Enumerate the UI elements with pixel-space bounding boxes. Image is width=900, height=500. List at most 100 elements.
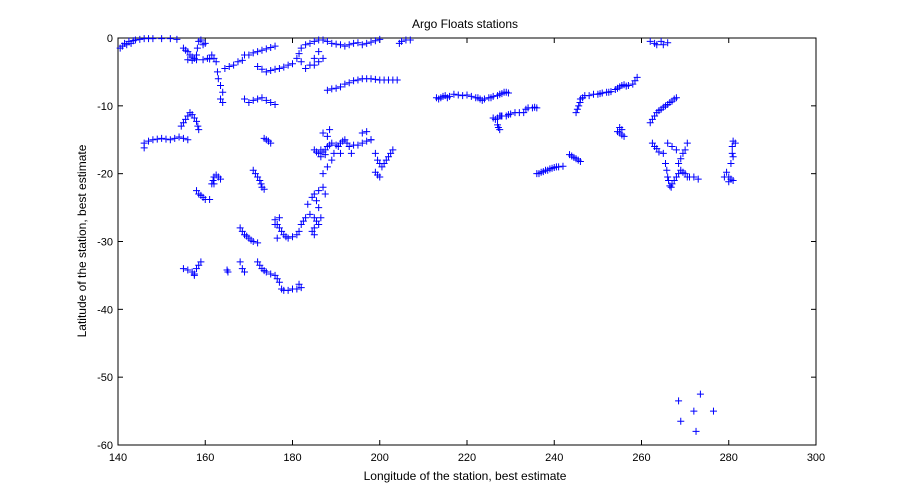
data-point <box>194 122 202 130</box>
data-point <box>319 54 327 62</box>
data-point <box>184 266 192 274</box>
data-point <box>267 139 275 147</box>
data-point <box>302 65 310 73</box>
data-point <box>230 61 238 69</box>
data-point <box>234 58 242 66</box>
data-point <box>661 159 669 167</box>
data-point <box>271 100 279 108</box>
data-point <box>312 197 320 205</box>
data-point <box>258 46 266 54</box>
data-point <box>254 62 262 70</box>
data-point <box>173 35 181 43</box>
axis-ticks: 140 160 180 200 220 240 260 280 300 0 -10 -20 -30 -40… <box>97 33 825 464</box>
data-point <box>507 110 515 118</box>
data-point <box>267 67 275 75</box>
data-point <box>363 39 371 47</box>
data-point <box>555 163 563 171</box>
data-point <box>315 48 323 56</box>
data-point <box>728 143 736 151</box>
data-point <box>729 176 737 184</box>
data-point <box>275 278 283 286</box>
data-point <box>166 35 174 43</box>
data-point <box>659 41 667 49</box>
data-point <box>696 390 704 398</box>
y-tick-label: -60 <box>97 440 113 452</box>
data-point <box>219 98 227 106</box>
data-point <box>315 187 323 195</box>
data-point <box>398 37 406 45</box>
data-point <box>317 153 325 161</box>
data-point <box>363 128 371 136</box>
y-tick-label: -10 <box>97 101 113 113</box>
data-point <box>241 95 249 103</box>
y-tick-label: -20 <box>97 169 113 181</box>
data-point <box>323 37 331 45</box>
data-point <box>319 170 327 178</box>
data-point <box>197 36 205 44</box>
data-point <box>212 58 220 66</box>
data-point <box>347 149 355 157</box>
data-point <box>217 175 225 183</box>
data-point <box>297 44 305 52</box>
data-point <box>463 91 471 99</box>
data-point <box>306 39 314 47</box>
data-point <box>659 149 667 157</box>
data-point <box>489 92 497 100</box>
data-point <box>323 132 331 140</box>
data-point <box>664 139 672 147</box>
data-point <box>690 173 698 181</box>
data-point <box>655 148 663 156</box>
data-point <box>672 94 680 102</box>
data-point <box>310 54 318 62</box>
data-point <box>727 159 735 167</box>
data-point <box>723 168 731 176</box>
data-point <box>450 90 458 98</box>
data-point <box>663 166 671 174</box>
data-point <box>459 92 467 100</box>
data-point <box>371 75 379 83</box>
data-point <box>310 231 318 239</box>
data-point <box>289 60 296 68</box>
data-points <box>116 35 739 435</box>
data-point <box>317 214 325 222</box>
data-point <box>683 139 691 147</box>
data-point <box>209 176 217 184</box>
data-point <box>354 39 362 47</box>
data-point <box>315 58 323 66</box>
y-tick-label: -30 <box>97 237 113 249</box>
data-point <box>446 92 454 100</box>
y-tick-label: -40 <box>97 304 113 316</box>
data-point <box>267 270 275 278</box>
data-point <box>406 36 414 44</box>
data-point <box>371 149 379 157</box>
data-point <box>302 41 310 49</box>
data-point <box>249 96 257 104</box>
data-point <box>225 62 233 70</box>
x-axis-label: Longitude of the station, best estimate <box>364 469 567 483</box>
data-point <box>260 185 268 193</box>
data-point <box>694 175 702 183</box>
data-point <box>289 233 296 241</box>
data-point <box>367 75 375 83</box>
data-point <box>201 39 209 47</box>
data-point <box>310 37 318 45</box>
y-tick-label: -50 <box>97 372 113 384</box>
data-point <box>326 126 334 134</box>
data-point <box>575 102 583 110</box>
data-point <box>271 65 279 73</box>
data-point <box>559 162 567 170</box>
data-point <box>332 84 340 92</box>
x-tick-label: 300 <box>807 452 825 464</box>
data-point <box>731 139 739 147</box>
data-point <box>295 280 303 288</box>
data-point <box>618 126 626 134</box>
data-point <box>367 136 375 144</box>
data-point <box>206 195 214 203</box>
data-point <box>675 397 683 405</box>
data-point <box>171 134 179 142</box>
data-point <box>249 238 257 245</box>
data-point <box>295 50 303 58</box>
data-point <box>175 133 183 141</box>
data-point <box>354 76 362 84</box>
data-point <box>341 80 349 88</box>
